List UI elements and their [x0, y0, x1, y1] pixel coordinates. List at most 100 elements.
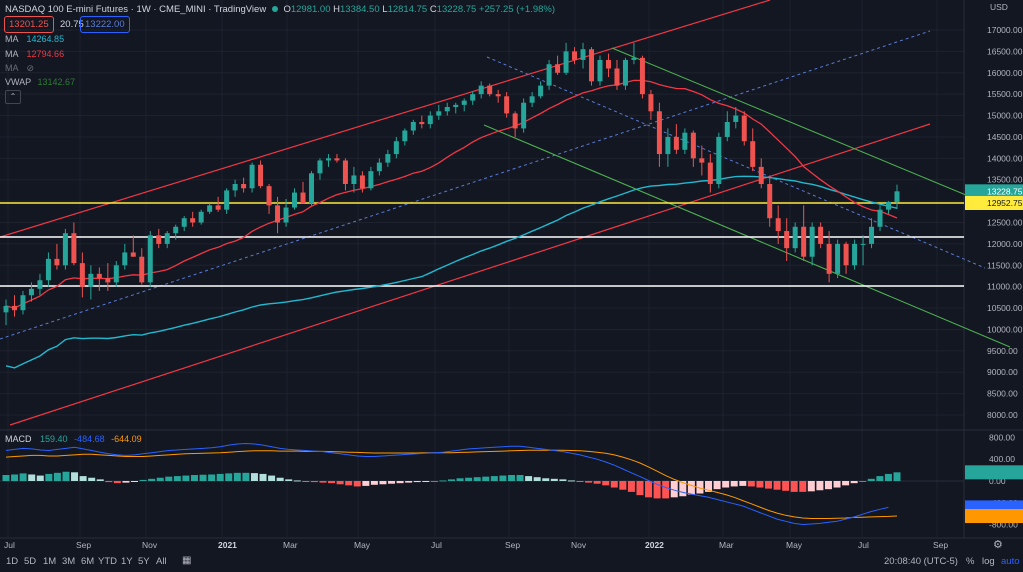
- range-button-ytd[interactable]: YTD: [98, 556, 117, 567]
- ma2-legend[interactable]: MA 12794.66: [5, 49, 64, 59]
- macd-histogram-bar: [696, 481, 704, 494]
- candle-body: [877, 209, 883, 227]
- price-tick-label: 15500.00: [987, 89, 1023, 99]
- candle-body: [393, 141, 399, 155]
- candle-body: [444, 107, 450, 112]
- candle-body: [860, 243, 866, 245]
- candle-body: [563, 51, 569, 73]
- ma3-legend[interactable]: MA ⊘: [5, 63, 34, 74]
- candle-body: [28, 288, 34, 296]
- macd-histogram-bar: [876, 476, 884, 481]
- candle-body: [113, 265, 119, 283]
- clock-readout: 20:08:40 (UTC-5): [884, 556, 958, 567]
- auto-toggle[interactable]: auto: [1001, 556, 1020, 567]
- candle-body: [792, 226, 798, 249]
- range-button-5d[interactable]: 5D: [24, 556, 37, 567]
- candle-body: [478, 85, 484, 95]
- date-range-icon[interactable]: ▦: [182, 555, 192, 566]
- macd-histogram-bar: [113, 481, 121, 484]
- range-button-3m[interactable]: 3M: [62, 556, 76, 567]
- candle-body: [342, 160, 348, 184]
- eye-hidden-icon[interactable]: ⊘: [26, 63, 35, 73]
- candle-body: [639, 57, 645, 95]
- range-button-1m[interactable]: 1M: [43, 556, 57, 567]
- macd-histogram-bar: [388, 481, 396, 484]
- macd-histogram-bar: [208, 474, 216, 481]
- channel-midline-dashed: [0, 30, 931, 340]
- macd-label: MACD: [5, 434, 32, 444]
- candle-body: [147, 235, 153, 283]
- macd-histogram-bar: [53, 472, 61, 481]
- candle-body: [436, 111, 442, 116]
- macd-histogram-bar: [747, 481, 755, 487]
- candle-body: [682, 132, 688, 150]
- macd-histogram-bar: [131, 481, 139, 482]
- currency-label[interactable]: USD: [990, 2, 1008, 12]
- macd-histogram-bar: [62, 471, 70, 481]
- macd-histogram-bar: [722, 481, 730, 488]
- macd-histogram-bar: [842, 481, 850, 486]
- buy-button[interactable]: 13222.00: [80, 16, 130, 33]
- macd-hist-value: 159.40: [40, 434, 68, 444]
- range-button-5y[interactable]: 5Y: [138, 556, 150, 567]
- candle-body: [555, 64, 561, 73]
- price-tick-label: 10000.00: [987, 324, 1023, 334]
- sell-button[interactable]: 13201.25: [4, 16, 54, 33]
- ma1-legend[interactable]: MA 14264.85: [5, 34, 64, 44]
- macd-histogram-bar: [28, 474, 36, 481]
- percent-toggle[interactable]: %: [966, 556, 975, 567]
- price-tick-label: 14500.00: [987, 132, 1023, 142]
- sell-price: 13201.25: [9, 19, 49, 30]
- candle-body: [105, 278, 111, 283]
- candle-body: [512, 113, 518, 129]
- macd-histogram-bar: [490, 476, 498, 481]
- ma-50-line: [5, 175, 898, 369]
- candle-body: [589, 49, 595, 82]
- macd-histogram-bar: [139, 479, 147, 481]
- price-tick-label: 10500.00: [987, 303, 1023, 313]
- open-value: 12981.00: [290, 4, 331, 15]
- time-tick-label: Jul: [4, 540, 15, 550]
- price-tick-label: 11000.00: [987, 282, 1022, 292]
- candle-body: [376, 162, 382, 172]
- symbol-name: NASDAQ 100 E-mini Futures: [5, 4, 129, 15]
- macd-histogram-bar: [362, 481, 370, 486]
- settings-gear-icon[interactable]: ⚙: [993, 539, 1003, 551]
- macd-histogram-bar: [233, 472, 241, 481]
- status-dot-icon: [271, 6, 278, 12]
- macd-histogram-bar: [790, 481, 798, 492]
- macd-histogram-bar: [619, 481, 627, 490]
- candle-body: [733, 115, 739, 122]
- vwap-legend[interactable]: VWAP 13142.67: [5, 77, 75, 87]
- candle-body: [648, 94, 654, 112]
- macd-histogram-bar: [559, 479, 567, 481]
- candle-body: [198, 211, 204, 223]
- macd-histogram-bar: [824, 481, 832, 490]
- macd-histogram-bar: [713, 481, 721, 490]
- candle-body: [164, 233, 170, 244]
- macd-histogram-bar: [473, 477, 481, 481]
- candle-body: [427, 115, 433, 125]
- green-upper-trendline: [611, 47, 991, 206]
- range-button-1d[interactable]: 1D: [6, 556, 19, 567]
- candle-body: [546, 64, 552, 86]
- macd-histogram-bar: [507, 475, 515, 481]
- log-toggle[interactable]: log: [982, 556, 995, 567]
- macd-legend[interactable]: MACD 159.40 -484.68 -644.09: [5, 434, 142, 444]
- macd-histogram-bar: [122, 481, 130, 483]
- macd-signal-value: -644.09: [111, 434, 142, 444]
- collapse-legend-button[interactable]: ⌃: [5, 90, 21, 104]
- macd-histogram-bar: [71, 472, 79, 481]
- time-tick-label: Sep: [505, 540, 520, 550]
- candle-body: [359, 175, 365, 189]
- change-value: +257.25 (+1.98%): [478, 4, 556, 15]
- range-button-all[interactable]: All: [156, 556, 167, 567]
- range-button-6m[interactable]: 6M: [81, 556, 95, 567]
- macd-histogram-bar: [448, 479, 455, 481]
- range-button-1y[interactable]: 1Y: [121, 556, 133, 567]
- time-tick-label: 2021: [218, 540, 237, 550]
- symbol-title[interactable]: NASDAQ 100 E-mini Futures · 1W · CME_MIN…: [5, 4, 556, 15]
- macd-histogram-bar: [602, 481, 610, 486]
- macd-histogram-bar: [670, 481, 678, 498]
